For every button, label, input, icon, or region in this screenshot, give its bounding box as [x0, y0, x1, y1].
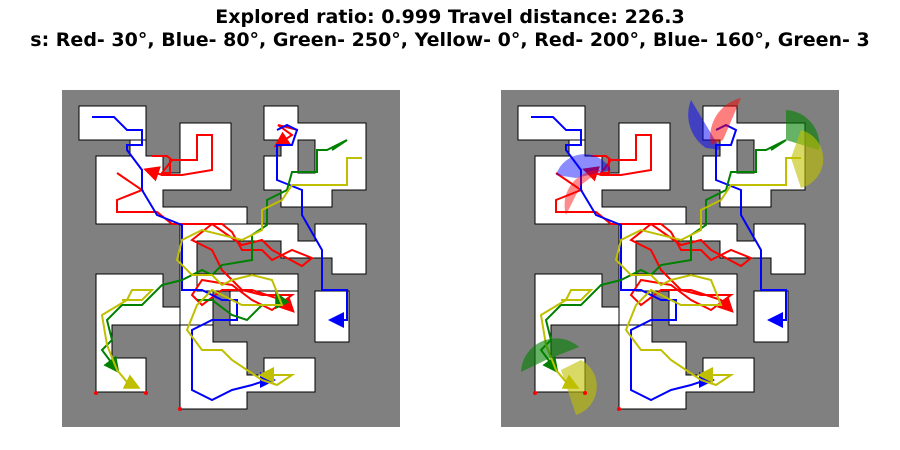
start-markers-right — [533, 391, 621, 411]
left-map-panel — [62, 90, 400, 427]
fov-red-top — [710, 98, 741, 145]
red-path-right — [555, 172, 753, 313]
red-path-top — [273, 124, 299, 148]
title-agent-headings: s: Red- 30°, Blue- 80°, Green- 250°, Yel… — [30, 29, 870, 51]
blue-path-top — [276, 123, 348, 328]
red-path-room — [143, 134, 213, 182]
yellow-path-right — [614, 157, 801, 387]
blue-path — [92, 116, 276, 402]
yellow-path-2 — [100, 289, 155, 389]
field-of-view-wedges — [521, 98, 824, 415]
agent-paths — [92, 116, 362, 402]
right-map-panel — [501, 90, 839, 427]
fov-yellow-right — [791, 130, 824, 188]
title-explored-ratio: Explored ratio: 0.999 Travel distance: 2… — [215, 6, 685, 28]
green-path — [100, 139, 348, 374]
start-markers — [94, 391, 182, 411]
fov-green-bottom — [521, 338, 579, 372]
red-path-room-right — [582, 134, 652, 182]
fov-red-left — [564, 169, 601, 215]
red-path — [116, 172, 314, 313]
agent-paths-right — [531, 116, 801, 402]
right-map-svg — [501, 90, 839, 427]
fov-blue-left — [556, 154, 611, 178]
blue-path-top-right — [715, 123, 787, 328]
yellow-path-2-right — [539, 289, 594, 389]
green-path-right — [539, 139, 787, 374]
blue-path-right — [531, 116, 715, 402]
yellow-path — [175, 157, 362, 387]
fov-yellow-bottom — [561, 360, 597, 415]
left-map-svg — [62, 90, 400, 427]
